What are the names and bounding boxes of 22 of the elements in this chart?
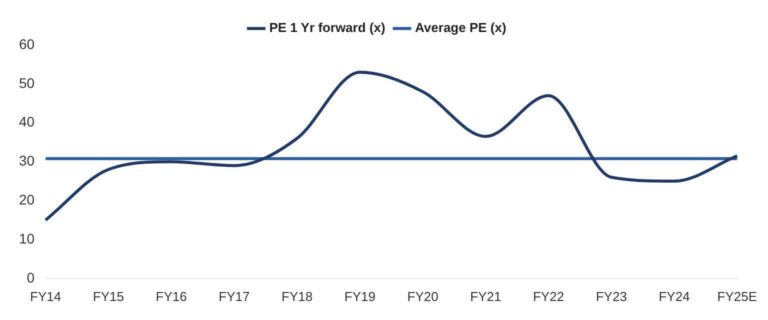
x-tick-label: FY14 — [30, 288, 62, 304]
legend-label: PE 1 Yr forward (x) — [269, 20, 386, 36]
x-tick-label: FY24 — [658, 288, 690, 304]
y-tick-label: 40 — [18, 114, 35, 130]
x-tick-label: FY17 — [218, 288, 250, 304]
y-tick-label: 50 — [18, 74, 35, 91]
y-tick-label: 10 — [18, 230, 35, 246]
x-tick-label: FY25E — [717, 288, 758, 304]
line-series — [44, 70, 739, 222]
y-tick-label: 0 — [26, 269, 35, 286]
x-tick-label: FY18 — [282, 288, 313, 304]
y-tick-label: 60 — [18, 36, 35, 52]
x-tick-label: FY20 — [407, 288, 438, 304]
y-tick-label: 30 — [18, 152, 35, 169]
legend-label: Average PE (x) — [415, 20, 506, 36]
x-tick-label: FY21 — [470, 288, 502, 304]
x-tick-label: FY22 — [532, 288, 564, 304]
x-tick-label: FY16 — [156, 288, 187, 304]
x-tick-label: FY15 — [92, 288, 124, 304]
x-tick-label: FY23 — [596, 288, 627, 304]
x-tick-label: FY19 — [344, 288, 376, 304]
y-tick-label: 20 — [18, 191, 35, 208]
